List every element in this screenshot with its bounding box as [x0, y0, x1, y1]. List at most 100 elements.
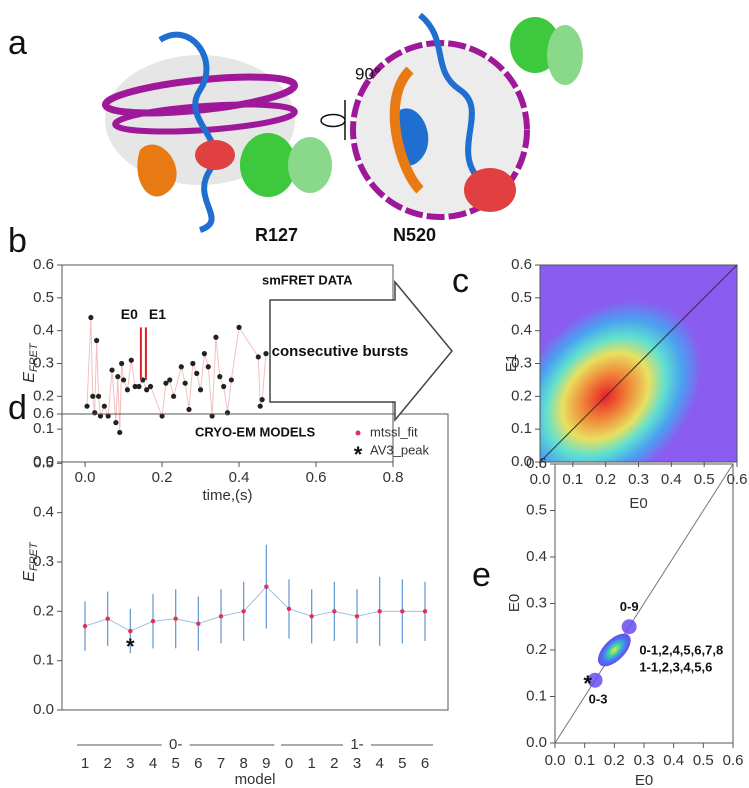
fit-point — [173, 616, 178, 621]
x-tick-label: 3 — [126, 755, 134, 772]
plot-frame — [61, 413, 449, 711]
x-tick-label: 0.1 — [562, 471, 583, 488]
group-label: 0- — [169, 736, 182, 753]
y-tick-label: 0.3 — [526, 594, 547, 611]
y-tick-label: 0.6 — [33, 405, 54, 422]
burst-point — [84, 403, 90, 409]
burst-point — [117, 429, 123, 436]
burst-point — [105, 413, 111, 419]
x-tick-label: 2 — [103, 755, 111, 772]
chart-title: smFRET DATA — [262, 272, 353, 287]
point-label: 0-3 — [589, 692, 608, 707]
y-tick-label: 0.5 — [33, 454, 54, 471]
legend-marker: * — [354, 442, 363, 467]
fit-point — [241, 609, 246, 614]
burst-point — [120, 377, 127, 383]
y-tick-label: 0.0 — [33, 453, 54, 470]
burst-point — [209, 413, 215, 419]
burst-point — [92, 410, 98, 416]
y-tick-label: 0.2 — [33, 387, 54, 404]
fit-point — [332, 609, 337, 614]
x-axis-label: E0 — [635, 772, 653, 788]
y-tick-label: 0.6 — [511, 256, 532, 273]
legend-label: mtssl_fit — [370, 424, 418, 439]
burst-point — [255, 354, 261, 360]
burst-point — [115, 374, 121, 380]
panel-label: e — [472, 556, 491, 594]
point-label: 0-9 — [620, 599, 639, 614]
x-tick-label: 4 — [375, 755, 383, 772]
burst-point — [90, 393, 96, 399]
y-tick-label: 0.0 — [526, 734, 547, 751]
structure-label: N520 — [393, 225, 436, 245]
burst-point — [190, 360, 196, 367]
plots: 0.00.10.20.30.40.50.60.0 0.2 0.4 0.6 0.8time… — [21, 256, 747, 788]
x-tick-label: 3 — [353, 755, 361, 772]
burst-point — [194, 370, 200, 376]
burst-point — [119, 360, 125, 367]
y-tick-label: 0.2 — [511, 387, 532, 404]
y-tick-label: 0.0 — [33, 701, 54, 718]
y-tick-label: 0.3 — [33, 354, 54, 371]
fit-point — [82, 623, 88, 629]
y-axis-label: E0 — [506, 594, 523, 612]
x-tick-label: 0.4 — [663, 752, 684, 769]
diagonal — [554, 463, 734, 744]
y-tick-label: 0.1 — [33, 420, 54, 437]
fit-point — [286, 606, 292, 612]
x-tick-label: 5 — [398, 755, 406, 772]
fit-point — [377, 609, 382, 614]
model-point — [621, 619, 637, 635]
y-tick-label: 0.4 — [33, 322, 54, 339]
group-label-bg — [161, 737, 190, 753]
burst-point — [217, 374, 223, 380]
burst-point — [213, 334, 219, 340]
burst-point — [205, 364, 211, 370]
model-cluster — [598, 633, 631, 667]
x-axis-label: E0 — [629, 495, 647, 512]
burst-point — [163, 380, 169, 386]
burst-point — [182, 380, 188, 386]
panel-label: a — [8, 24, 27, 62]
x-axis-label: time,(s) — [203, 487, 253, 504]
y-tick-label: 0.6 — [526, 455, 547, 472]
x-tick-label: 5 — [171, 755, 179, 772]
fit-point — [400, 609, 405, 614]
y-tick-label: 0.0 — [511, 453, 532, 470]
star-marker: * — [126, 634, 135, 659]
legend-marker — [355, 430, 361, 436]
star-marker: * — [583, 671, 592, 696]
burst-point — [171, 393, 177, 399]
burst-point — [101, 403, 107, 409]
fit-point — [196, 621, 201, 626]
group-label-bg — [343, 737, 371, 753]
y-label-sub: FRET — [28, 541, 40, 571]
fit-point — [264, 584, 269, 589]
x-tick-label: 0.4 — [229, 469, 250, 486]
burst-point — [257, 403, 263, 409]
model-point — [587, 672, 603, 688]
fit-line — [84, 585, 425, 632]
x-tick-label: 6 — [194, 755, 202, 772]
legend-label: AV3_peak — [370, 442, 430, 457]
fit-point — [218, 614, 224, 619]
y-axis-label: E1 — [503, 354, 520, 372]
diagonal — [539, 264, 738, 463]
x-tick-label: 7 — [217, 755, 225, 772]
y-label-sub: FRET — [28, 342, 40, 372]
flow-arrow — [269, 279, 453, 423]
y-tick-label: 0.5 — [526, 501, 547, 518]
x-tick-label: 0.2 — [152, 469, 173, 486]
y-tick-label: 0.6 — [33, 256, 54, 273]
x-tick-label: 0.3 — [628, 471, 649, 488]
fit-point — [105, 616, 110, 621]
x-tick-label: 0.2 — [604, 752, 625, 769]
x-tick-label: 0.0 — [530, 471, 551, 488]
panel-label: c — [452, 262, 469, 300]
x-tick-label: 4 — [149, 755, 157, 772]
fit-point — [309, 614, 314, 619]
x-tick-label: 8 — [239, 755, 247, 772]
burst-point — [186, 406, 192, 413]
burst-point — [259, 397, 265, 403]
